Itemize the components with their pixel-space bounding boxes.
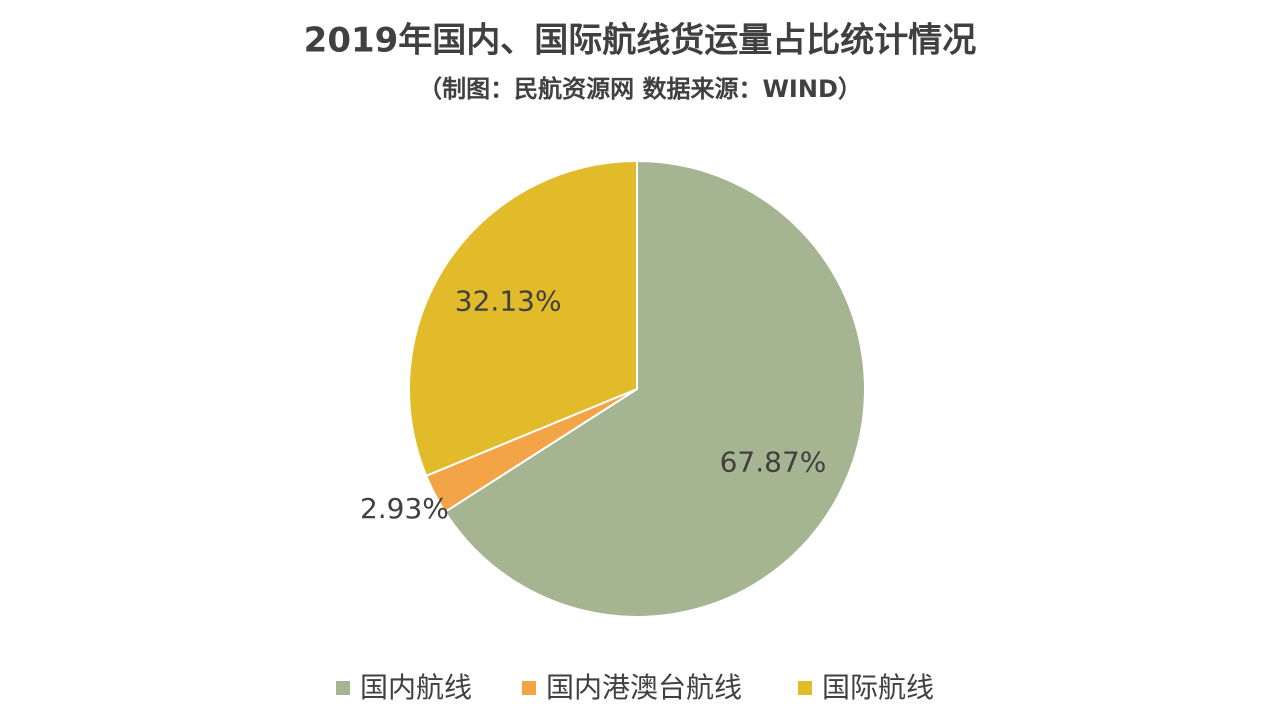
pie-slice <box>443 159 866 618</box>
legend-label: 国内航线 <box>360 671 472 704</box>
legend-swatch <box>522 681 536 695</box>
legend-label: 国内港澳台航线 <box>546 671 742 704</box>
chart-title: 2019年国内、国际航线货运量占比统计情况 <box>304 21 977 61</box>
legend-swatch <box>336 681 350 695</box>
legend-label: 国际航线 <box>822 671 934 704</box>
pie-slice <box>408 159 638 478</box>
legend-swatch <box>798 681 812 695</box>
data-label: 32.13% <box>455 285 562 318</box>
data-label: 67.87% <box>720 445 827 478</box>
data-label: 2.93% <box>360 492 449 525</box>
chart-subtitle: （制图：民航资源网 数据来源：WIND） <box>418 75 862 103</box>
